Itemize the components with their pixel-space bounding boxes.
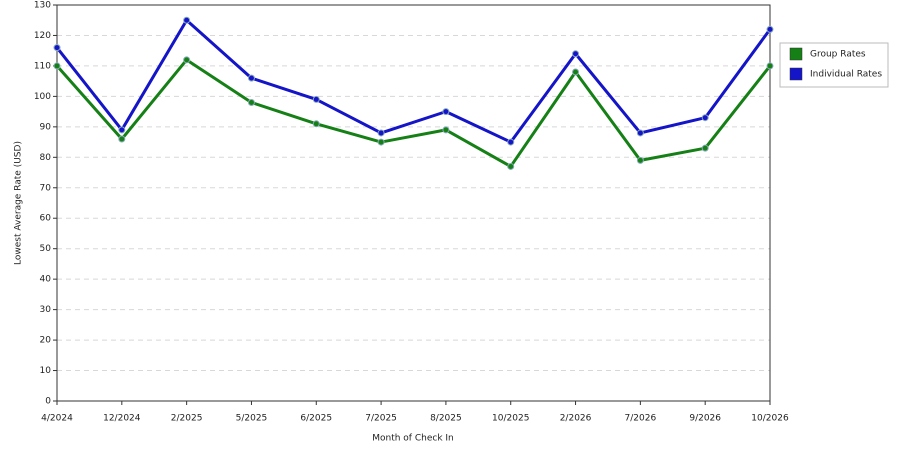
x-tick-label: 5/2025 (236, 414, 268, 424)
x-tick-label: 9/2026 (689, 414, 721, 424)
series-line (55, 18, 772, 144)
data-point (377, 129, 385, 137)
y-tick-label: 80 (40, 153, 52, 163)
data-point (183, 16, 191, 24)
legend-label: Individual Rates (810, 70, 882, 80)
y-tick-label: 70 (40, 183, 52, 193)
y-tick-label: 120 (34, 31, 51, 41)
data-point (507, 162, 515, 170)
data-point (636, 156, 644, 164)
data-point (572, 68, 580, 76)
x-tick-label: 7/2025 (365, 414, 397, 424)
data-point (53, 44, 61, 52)
x-tick-label: 10/2026 (751, 414, 789, 424)
y-tick-label: 130 (34, 1, 51, 11)
data-point (442, 126, 450, 134)
y-tick-label: 20 (40, 336, 52, 346)
x-tick-label: 2/2026 (560, 414, 592, 424)
data-point (118, 135, 126, 143)
y-tick-label: 10 (40, 366, 52, 376)
y-axis-label: Lowest Average Rate (USD) (14, 141, 24, 265)
legend-swatch (789, 67, 803, 81)
x-tick-label: 7/2026 (625, 414, 657, 424)
y-tick-label: 0 (45, 397, 51, 407)
y-tick-label: 90 (40, 122, 52, 132)
y-tick-label: 30 (40, 305, 52, 315)
data-point (766, 25, 774, 33)
data-point (701, 114, 709, 122)
plot-frame (56, 4, 771, 402)
data-point (507, 138, 515, 146)
x-tick-label: 12/2024 (103, 414, 141, 424)
data-point (247, 98, 255, 106)
y-tick-label: 100 (34, 92, 51, 102)
data-point (636, 129, 644, 137)
y-tick-label: 60 (40, 214, 52, 224)
data-point (572, 50, 580, 58)
data-point (312, 95, 320, 103)
x-tick-label: 2/2025 (171, 414, 203, 424)
y-tick-label: 110 (34, 61, 51, 71)
y-tick-label: 50 (40, 244, 52, 254)
data-point (766, 62, 774, 70)
data-point (312, 120, 320, 128)
legend-label: Group Rates (810, 50, 866, 60)
x-axis-label: Month of Check In (372, 434, 454, 444)
x-tick-label: 10/2025 (492, 414, 529, 424)
x-tick-label: 6/2025 (300, 414, 332, 424)
data-point (377, 138, 385, 146)
x-tick-label: 8/2025 (430, 414, 462, 424)
data-point (442, 108, 450, 116)
data-point (53, 62, 61, 70)
x-tick-label: 4/2024 (41, 414, 73, 424)
legend-swatch (789, 47, 803, 61)
series-line (55, 58, 772, 168)
y-tick-label: 40 (40, 275, 52, 285)
data-point (118, 126, 126, 134)
data-point (247, 74, 255, 82)
data-point (701, 144, 709, 152)
data-point (183, 56, 191, 64)
